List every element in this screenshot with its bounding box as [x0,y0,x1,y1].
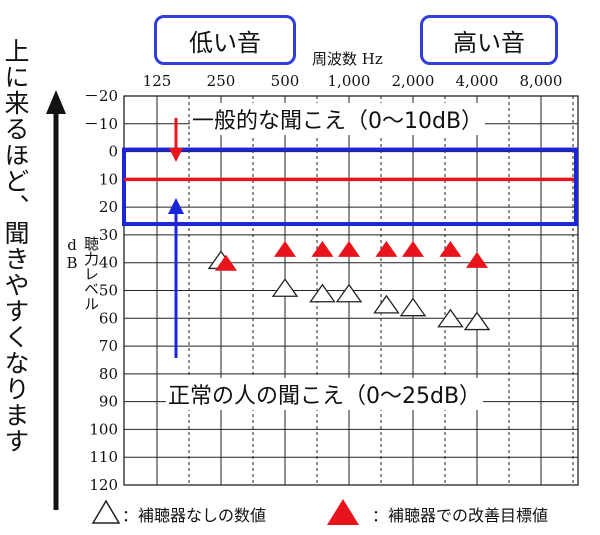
filled-triangle-marker [274,240,296,257]
open-triangle-marker [309,283,336,303]
open-triangle-marker [373,294,400,314]
blue-arrow-head [168,198,184,214]
high-tone-label: 高い音 [453,28,525,57]
x-tick-label: 500 [271,72,300,90]
filled-triangle-marker [439,240,462,257]
x-tick-label: 250 [207,72,236,90]
legend-open-label: ：補聴器なしの数値 [122,506,267,525]
x-tick-label: 2,000 [392,72,435,90]
filled-triangle-marker [466,251,488,268]
y-axis-title: 聴力レベル dB [63,236,100,311]
y-tick-label: －10 [84,115,118,133]
y-tick-label: 20 [99,198,118,216]
filled-triangle-marker [402,240,424,257]
x-tick-label: 125 [143,72,172,90]
y-tick-label: 50 [99,282,118,300]
y-tick-label: 0 [108,143,118,161]
y-tick-label: 110 [89,448,118,466]
y-tick-label: 70 [99,337,118,355]
y-tick-label: 90 [99,393,118,411]
red-arrow-head [169,148,183,162]
y-tick-label: 30 [99,226,118,244]
x-tick-label: 4,000 [456,72,499,90]
y-tick-label: 120 [89,476,118,494]
y-tick-label: 80 [99,365,118,383]
y-tick-label: 40 [99,254,118,272]
filled-triangle-marker [311,240,334,257]
left-arrow-head [46,90,66,114]
x-tick-label: 8,000 [520,72,563,90]
y-tick-label: 10 [99,170,118,188]
legend-filled-label: ：補聴器での改善目標値 [372,506,549,525]
high-tone-badge: 高い音 [420,15,558,65]
legend-open-triangle-icon [91,499,121,524]
filled-triangle-marker [215,254,237,271]
normal-hearing-annotation: 一般的な聞こえ（0～10dB） [190,103,486,135]
filled-triangle-marker [338,240,360,257]
filled-triangle-marker [375,240,398,257]
y-tick-label: －20 [84,87,118,105]
frequency-axis-title: 周波数 Hz [312,50,383,68]
x-tick-label: 1,000 [328,72,371,90]
normal-person-annotation: 正常の人の聞こえ（0～25dB） [166,378,484,410]
open-triangle-marker [399,297,427,317]
left-note: 上に来るほど、聞きやすくなります [1,38,30,454]
open-triangle-marker [335,283,363,303]
open-triangle-marker [437,308,464,328]
y-tick-label: 60 [99,309,118,327]
y-tick-label: 100 [89,420,118,438]
legend-filled-triangle-icon [327,499,359,525]
normal-band-box [122,147,578,227]
low-tone-label: 低い音 [189,28,261,57]
low-tone-badge: 低い音 [154,15,296,65]
open-triangle-marker [271,278,299,297]
open-triangle-marker [463,311,491,331]
